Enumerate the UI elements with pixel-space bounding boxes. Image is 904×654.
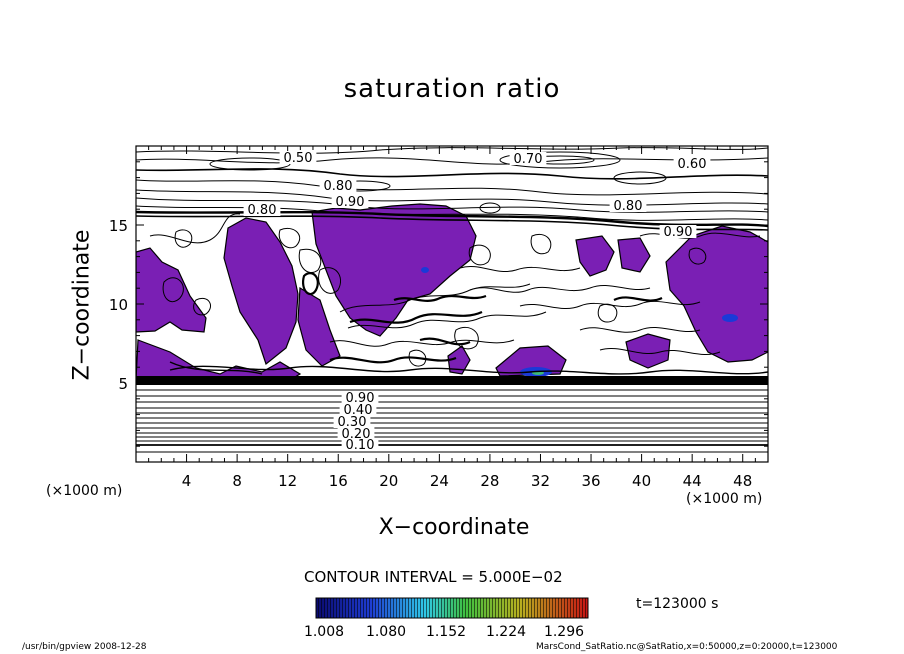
x-tick-label: 8: [232, 472, 242, 490]
svg-text:0.30: 0.30: [338, 415, 367, 430]
contour-interval-label: CONTOUR INTERVAL = 5.000E−02: [304, 568, 563, 586]
svg-text:0.40: 0.40: [344, 403, 373, 418]
x-tick-label: 24: [430, 472, 449, 490]
y-tick-label: 5: [118, 375, 128, 393]
contour-label-group: 0.50 0.70 0.600.800.900.80 0.800.900.900.40…: [243, 151, 711, 453]
supersat-region: [665, 225, 768, 363]
supersat-region: [625, 333, 671, 369]
x-axis-label: X−coordinate: [378, 515, 530, 540]
colorbar-tick-label: 1.080: [365, 624, 407, 640]
contour-label: 0.40: [339, 403, 377, 418]
supersat-region: [617, 237, 651, 273]
supersat-region: [136, 247, 207, 333]
svg-text:0.70: 0.70: [514, 152, 543, 167]
x-tick-label: 12: [278, 472, 297, 490]
x-tick-label: 40: [632, 472, 651, 490]
x-tick-label: 4: [182, 472, 192, 490]
x-tick-label: 48: [733, 472, 752, 490]
contour-label: 0.50: [279, 151, 317, 166]
chart-title: saturation ratio: [343, 74, 561, 104]
contour-label: 0.80: [243, 203, 281, 218]
x-tick-label: 20: [379, 472, 398, 490]
contour-label: 0.90: [341, 391, 379, 406]
contour-label: 0.80: [319, 179, 357, 194]
y-tick-label: 15: [109, 217, 128, 235]
svg-text:0.90: 0.90: [346, 391, 375, 406]
supersat-region: [223, 217, 299, 366]
colorbar-tick-label: 1.224: [485, 624, 527, 640]
x-tick-label: 28: [480, 472, 499, 490]
supersat-region: [297, 286, 341, 367]
x-axis: 4 8 12 16 20 24 28 32 36 40 44 48: [148, 146, 756, 490]
y-tick-label: 10: [109, 296, 128, 314]
supersat-region: [311, 203, 477, 337]
svg-text:0.80: 0.80: [614, 199, 643, 214]
plot-area: [136, 147, 768, 453]
x-tick-label: 44: [683, 472, 702, 490]
colorbar-tick-label: 1.296: [543, 624, 585, 640]
x-tick-label: 36: [581, 472, 600, 490]
contour-label: 0.80: [609, 199, 647, 214]
svg-text:0.80: 0.80: [248, 203, 277, 218]
svg-text:0.90: 0.90: [664, 225, 693, 240]
contour-label: 0.90: [331, 195, 369, 210]
svg-text:0.50: 0.50: [284, 151, 313, 166]
contour-label: 0.30: [333, 415, 371, 430]
footer-left: /usr/bin/gpview 2008-12-28: [22, 642, 147, 652]
contour-label: 0.10: [341, 438, 379, 453]
x-unit-label: (×1000 m): [46, 483, 123, 499]
y-axis-label: Z−coordinate: [69, 229, 95, 381]
time-label: t=123000 s: [636, 596, 719, 612]
contour-label: 0.90: [659, 225, 697, 240]
x-tick-label: 16: [329, 472, 348, 490]
svg-text:0.80: 0.80: [324, 179, 353, 194]
x-tick-label: 32: [531, 472, 550, 490]
svg-text:0.10: 0.10: [346, 438, 375, 453]
supersat-region: [575, 235, 615, 277]
y-axis: 5 10 15: [109, 161, 768, 447]
x-unit-label-right: (×1000 m): [686, 491, 763, 507]
colorbar-tick-label: 1.008: [303, 624, 345, 640]
colorbar-tick-label: 1.152: [425, 624, 467, 640]
contour-label: 0.60: [673, 157, 711, 172]
svg-text:0.60: 0.60: [678, 157, 707, 172]
footer-right: MarsCond_SatRatio.nc@SatRatio,x=0:50000,…: [536, 642, 838, 652]
svg-text:0.90: 0.90: [336, 195, 365, 210]
contour-label: 0.70: [509, 152, 547, 167]
